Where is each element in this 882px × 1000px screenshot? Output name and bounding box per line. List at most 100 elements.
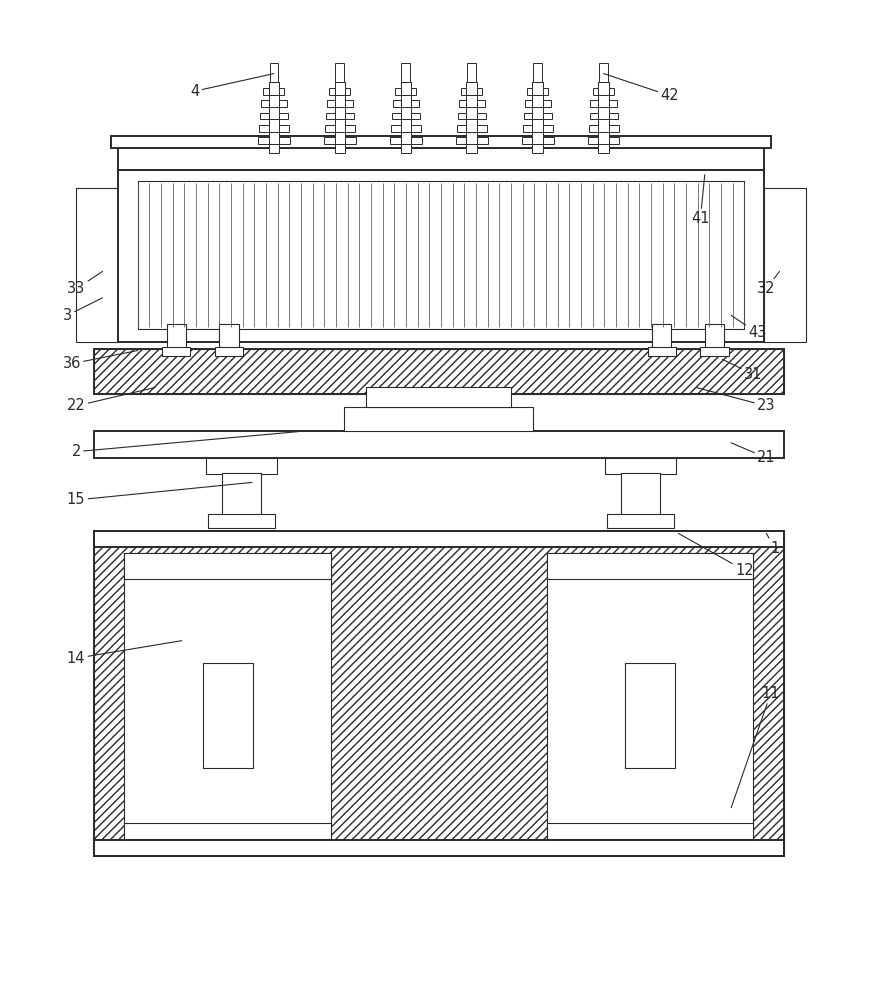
Bar	[547, 553, 753, 839]
Text: 21: 21	[731, 443, 775, 465]
Bar	[260, 113, 288, 119]
Bar	[590, 100, 617, 107]
Bar	[269, 107, 280, 119]
Bar	[325, 125, 355, 132]
Bar	[326, 100, 353, 107]
Bar	[625, 663, 675, 768]
Bar	[467, 119, 477, 132]
Bar	[459, 100, 485, 107]
Bar	[167, 324, 186, 349]
Bar	[259, 125, 289, 132]
Bar	[335, 63, 344, 82]
Bar	[533, 95, 543, 107]
Bar	[366, 387, 512, 407]
Bar	[269, 95, 280, 107]
Bar	[467, 63, 476, 82]
Text: 31: 31	[722, 359, 762, 382]
Bar	[334, 95, 345, 107]
Bar	[525, 100, 551, 107]
Bar	[93, 531, 784, 856]
Bar	[329, 88, 350, 95]
Bar	[111, 136, 771, 148]
Bar	[138, 181, 744, 329]
Text: 23: 23	[696, 387, 775, 413]
Bar	[93, 531, 784, 856]
Bar	[467, 107, 477, 119]
Bar	[527, 88, 549, 95]
Bar	[215, 347, 243, 356]
Text: 4: 4	[191, 74, 274, 99]
Bar	[598, 119, 609, 132]
Text: 14: 14	[67, 641, 182, 666]
Bar	[269, 144, 280, 153]
Bar	[269, 132, 280, 144]
Bar	[533, 107, 543, 119]
Bar	[76, 188, 118, 342]
Text: 32: 32	[757, 271, 780, 296]
Text: 42: 42	[603, 74, 679, 103]
Bar	[457, 125, 487, 132]
Bar	[764, 188, 806, 342]
Bar	[400, 119, 411, 132]
Text: 22: 22	[67, 387, 155, 413]
Bar	[390, 137, 422, 144]
Bar	[456, 137, 488, 144]
Bar	[524, 113, 552, 119]
Bar	[605, 458, 676, 474]
Bar	[652, 324, 671, 349]
Bar	[533, 132, 543, 144]
Bar	[467, 95, 477, 107]
Text: 2: 2	[71, 431, 301, 459]
Bar	[598, 95, 609, 107]
Bar	[534, 63, 542, 82]
Bar	[467, 144, 477, 153]
Bar	[206, 458, 277, 474]
Bar	[395, 88, 416, 95]
Bar	[593, 88, 614, 95]
Bar	[533, 144, 543, 153]
Bar	[392, 100, 419, 107]
Bar	[124, 823, 331, 839]
Bar	[93, 840, 784, 856]
Bar	[208, 514, 275, 528]
Text: 15: 15	[67, 482, 252, 508]
Bar	[325, 113, 354, 119]
Bar	[533, 82, 543, 95]
Bar	[93, 431, 784, 458]
Text: 11: 11	[731, 686, 780, 808]
Bar	[400, 132, 411, 144]
Bar	[392, 113, 420, 119]
Bar	[162, 347, 191, 356]
Bar	[222, 473, 261, 515]
Bar	[203, 663, 252, 768]
Bar	[598, 144, 609, 153]
Bar	[269, 82, 280, 95]
Bar	[458, 113, 486, 119]
Bar	[334, 144, 345, 153]
Bar	[599, 63, 608, 82]
Bar	[124, 553, 331, 579]
Bar	[400, 107, 411, 119]
Bar	[220, 324, 239, 349]
Bar	[270, 63, 279, 82]
Bar	[588, 125, 618, 132]
Bar	[598, 107, 609, 119]
Bar	[93, 349, 784, 394]
Text: 3: 3	[63, 298, 102, 323]
Bar	[344, 407, 534, 431]
Bar	[700, 347, 729, 356]
Bar	[124, 553, 331, 839]
Bar	[400, 144, 411, 153]
Text: 1: 1	[766, 533, 780, 556]
Bar	[118, 170, 764, 342]
Bar	[705, 324, 724, 349]
Bar	[391, 125, 421, 132]
Bar	[467, 82, 477, 95]
Text: 33: 33	[67, 271, 102, 296]
Bar	[587, 137, 619, 144]
Bar	[522, 137, 554, 144]
Bar	[258, 137, 290, 144]
Bar	[533, 119, 543, 132]
Bar	[334, 119, 345, 132]
Bar	[264, 88, 285, 95]
